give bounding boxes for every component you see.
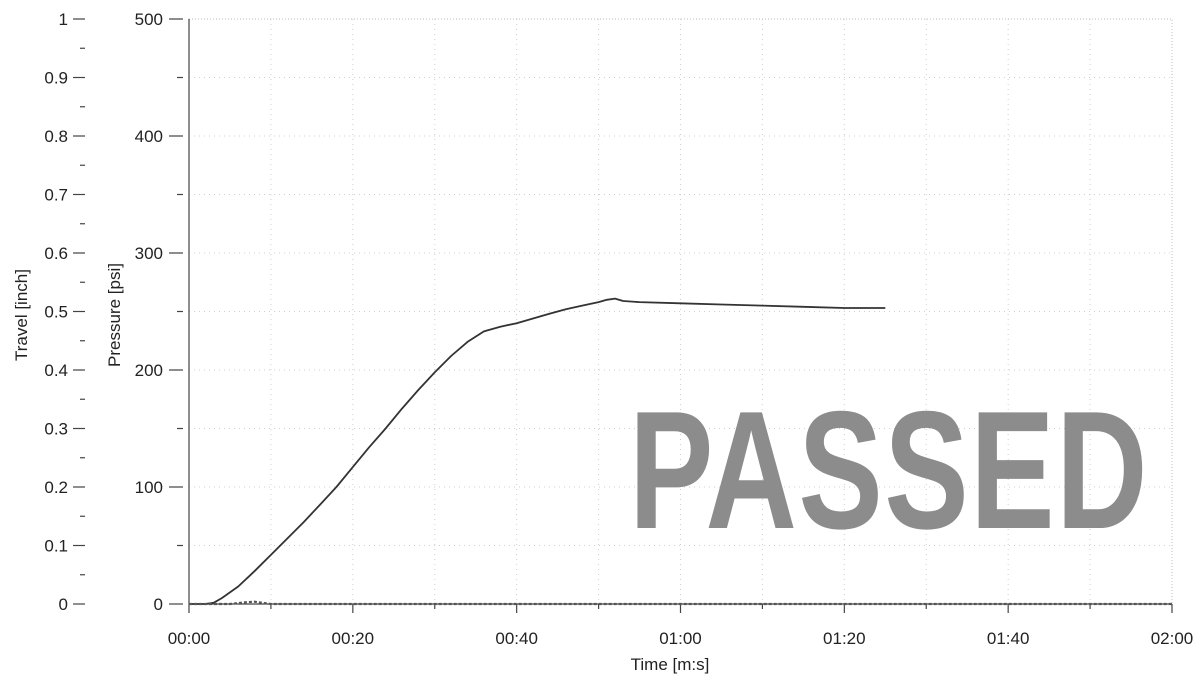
travel-tick-label: 1: [59, 10, 68, 29]
pressure-tick-label: 500: [135, 10, 163, 29]
travel-tick-label: 0.5: [44, 303, 68, 322]
y-axis-title-travel: Travel [inch]: [12, 269, 31, 361]
travel-tick-label: 0.3: [44, 420, 68, 439]
plot-frame: [188, 18, 1173, 605]
tick-labels: 00:00 00:20 00:40 01:00 01:20 01:40 02:00 0 100 2…: [44, 10, 1193, 648]
travel-tick-label: 0.9: [44, 69, 68, 88]
y-axis-title-pressure: Pressure [psi]: [105, 263, 124, 367]
x-tick-label: 00:00: [168, 629, 211, 648]
x-tick-label: 01:40: [987, 629, 1030, 648]
pressure-tick-label: 100: [135, 478, 163, 497]
x-tick-label: 00:20: [332, 629, 375, 648]
travel-tick-label: 0: [59, 595, 68, 614]
pressure-tick-label: 200: [135, 361, 163, 380]
pressure-tick-label: 0: [154, 595, 163, 614]
pressure-tick-label: 400: [135, 127, 163, 146]
travel-tick-label: 0.7: [44, 186, 68, 205]
travel-tick-label: 0.4: [44, 361, 68, 380]
travel-tick-label: 0.2: [44, 478, 68, 497]
travel-series-line: [189, 600, 1172, 606]
pressure-series-line: [189, 297, 886, 605]
pressure-tick-label: 300: [135, 244, 163, 263]
x-axis-title: Time [m:s]: [631, 655, 710, 674]
x-tick-label: 02:00: [1151, 629, 1194, 648]
travel-tick-label: 0.1: [44, 537, 68, 556]
x-tick-label: 01:20: [823, 629, 866, 648]
travel-tick-label: 0.6: [44, 244, 68, 263]
travel-tick-label: 0.8: [44, 127, 68, 146]
x-tick-label: 01:00: [659, 629, 702, 648]
passed-stamp: PASSED: [629, 376, 1149, 564]
series: [189, 297, 1172, 606]
x-tick-label: 00:40: [495, 629, 538, 648]
